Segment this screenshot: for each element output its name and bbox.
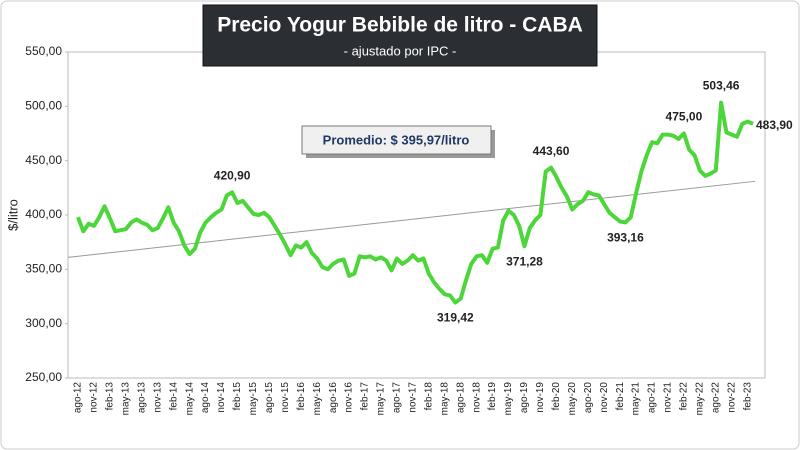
x-tick-label: nov-22: [726, 382, 737, 413]
x-tick-label: nov-12: [89, 382, 100, 413]
x-tick-label: nov-21: [663, 382, 674, 413]
line: [76, 100, 754, 305]
x-tick-label: feb-21: [615, 382, 626, 411]
x-tick-label: may-17: [376, 382, 387, 416]
x-tick-label: ago-15: [264, 382, 275, 414]
x-tick-label: ago-14: [200, 382, 211, 414]
marks: 250,00 300,00 350,00 400,00 450,00 500,00 550,…: [25, 44, 793, 415]
x-tick-label: feb-18: [423, 382, 434, 411]
x-tick-label: may-14: [184, 382, 195, 416]
x-tick-label: may-18: [439, 382, 450, 416]
x-tick-label: feb-14: [168, 382, 179, 411]
value-label: 483,90: [756, 118, 793, 132]
value-label: 420,90: [214, 168, 251, 182]
x-tick-label: feb-22: [679, 382, 690, 411]
value-label: 475,00: [666, 110, 703, 124]
value-label: 319,42: [437, 311, 474, 325]
x-tick-label: nov-20: [599, 382, 610, 413]
x-tick-label: ago-18: [455, 382, 466, 414]
x-tick-label: feb-19: [487, 382, 498, 411]
x-tick-label: feb-17: [360, 382, 371, 411]
x-tick-label: feb-20: [551, 382, 562, 411]
x-tick-label: nov-18: [471, 382, 482, 413]
y-tick-label: 550,00: [25, 44, 62, 58]
y-tick-label: 400,00: [25, 207, 62, 221]
x-tick-label: ago-17: [392, 382, 403, 414]
x-tick-label: may-13: [120, 382, 131, 416]
y-tick-label: 250,00: [25, 370, 62, 384]
x-tick-label: may-21: [631, 382, 642, 416]
x-tick-label: ago-19: [519, 382, 530, 414]
y-tick-label: 300,00: [25, 316, 62, 330]
x-tick-label: feb-13: [105, 382, 116, 411]
y-tick-label: 350,00: [25, 262, 62, 276]
x-tick-label: may-15: [248, 382, 259, 416]
plot-area: [67, 51, 766, 379]
x-tick-label: ago-16: [328, 382, 339, 414]
x-tick-label: nov-14: [216, 382, 227, 413]
value-label: 393,16: [607, 231, 644, 245]
value-label: 503,46: [703, 79, 740, 93]
x-tick-label: ago-22: [710, 382, 721, 414]
chart-subtitle: - ajustado por IPC -: [344, 43, 457, 58]
x-tick-label: may-20: [567, 382, 578, 416]
x-tick-label: may-16: [312, 382, 323, 416]
x-tick-label: ago-13: [136, 382, 147, 414]
x-tick-label: ago-21: [647, 382, 658, 414]
y-tick-label: 450,00: [25, 153, 62, 167]
x-tick-label: may-19: [503, 382, 514, 416]
x-tick-label: feb-16: [296, 382, 307, 411]
x-tick-label: nov-16: [344, 382, 355, 413]
x-tick-label: nov-13: [152, 382, 163, 413]
y-axis-label: $/litro: [5, 199, 20, 231]
x-tick-label: nov-19: [535, 382, 546, 413]
annotation-box: [301, 125, 492, 155]
x-tick-label: may-22: [694, 382, 705, 416]
x-tick-label: nov-15: [280, 382, 291, 413]
x-tick-label: feb-15: [232, 382, 243, 411]
value-label: 371,28: [506, 254, 543, 268]
y-tick-label: 500,00: [25, 99, 62, 113]
chart-title: Precio Yogur Bebible de litro - CABA: [217, 14, 583, 37]
annotation: Promedio: $ 395,97/litro: [323, 132, 470, 147]
x-tick-label: ago-20: [583, 382, 594, 414]
x-tick-label: feb-23: [742, 382, 753, 411]
title-box: [202, 4, 598, 67]
x-tick-label: ago-12: [73, 382, 84, 414]
value-label: 443,60: [533, 144, 570, 158]
x-tick-label: nov-17: [407, 382, 418, 413]
